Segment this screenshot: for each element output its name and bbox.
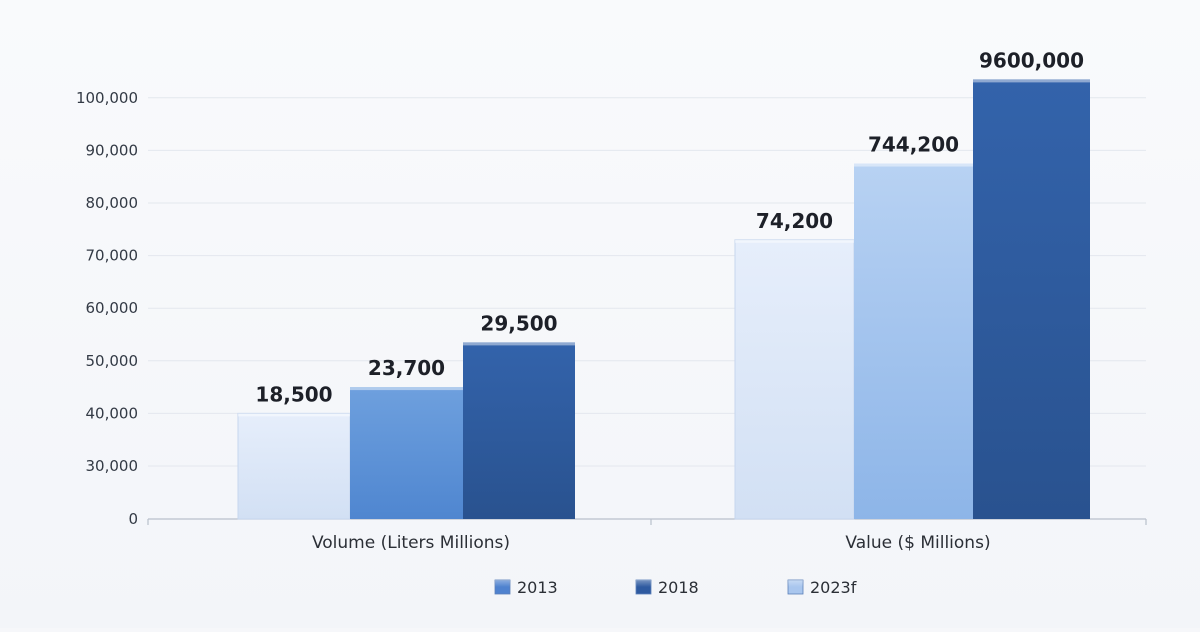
bars bbox=[237, 79, 1090, 520]
legend-label: 2018 bbox=[658, 578, 699, 597]
x-axis: Volume (Liters Millions) Value ($ Million… bbox=[312, 533, 991, 553]
bar-2013-value bbox=[734, 239, 855, 520]
category-label: Volume (Liters Millions) bbox=[312, 533, 510, 553]
y-tick-label: 50,000 bbox=[86, 352, 139, 370]
bar-highlight bbox=[973, 79, 1090, 83]
y-tick-label: 0 bbox=[128, 510, 138, 528]
legend-label: 2013 bbox=[517, 578, 558, 597]
legend-swatch-gloss bbox=[636, 580, 651, 587]
legend-swatch-gloss bbox=[788, 580, 803, 587]
category-label: Value ($ Millions) bbox=[845, 533, 990, 553]
data-label: 9600,000 bbox=[979, 48, 1084, 72]
y-tick-label: 70,000 bbox=[86, 247, 139, 265]
bar-2023f-value bbox=[973, 79, 1090, 519]
data-labels: 18,500 23,700 29,500 74,200 744,200 9600,000 bbox=[255, 48, 1084, 406]
data-label: 18,500 bbox=[255, 382, 332, 406]
bar-2018-value bbox=[854, 163, 973, 520]
bar-highlight bbox=[238, 413, 350, 417]
data-label: 29,500 bbox=[480, 311, 557, 335]
bar-2013-volume bbox=[237, 412, 351, 520]
data-label: 744,200 bbox=[868, 133, 959, 157]
legend-swatch-gloss bbox=[495, 580, 510, 587]
bar-highlight bbox=[350, 387, 463, 391]
bar-2018-volume bbox=[350, 387, 463, 519]
y-tick-label: 100,000 bbox=[76, 89, 138, 107]
bar-highlight bbox=[463, 342, 575, 346]
y-axis: 0 30,000 40,000 50,000 60,000 70,000 80,000 90,… bbox=[76, 89, 138, 528]
data-label: 74,200 bbox=[756, 209, 833, 233]
data-label: 23,700 bbox=[368, 356, 445, 380]
bar-2023f-volume bbox=[463, 342, 575, 519]
y-tick-label: 90,000 bbox=[86, 141, 139, 159]
bar-highlight bbox=[854, 163, 973, 167]
y-tick-label: 30,000 bbox=[86, 457, 139, 475]
y-tick-label: 60,000 bbox=[86, 299, 139, 317]
legend-label: 2023f bbox=[810, 578, 857, 597]
y-tick-label: 80,000 bbox=[86, 194, 139, 212]
y-tick-label: 40,000 bbox=[86, 404, 139, 422]
bar-highlight bbox=[735, 239, 854, 243]
legend: 2013 2018 2023f bbox=[494, 578, 857, 597]
